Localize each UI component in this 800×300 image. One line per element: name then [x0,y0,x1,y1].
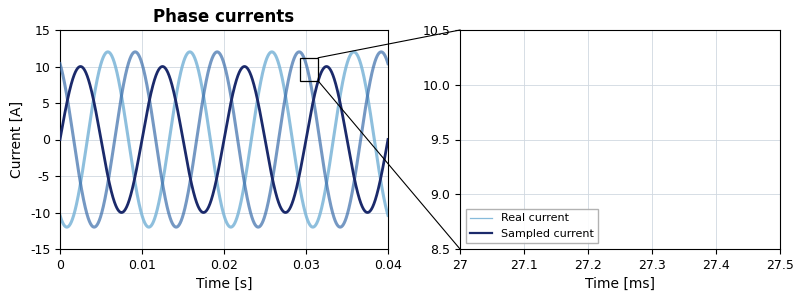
Y-axis label: Current [A]: Current [A] [10,101,24,178]
Title: Phase currents: Phase currents [154,8,294,26]
X-axis label: Time [s]: Time [s] [196,277,252,291]
Bar [300,58,318,81]
Legend: Real current, Sampled current: Real current, Sampled current [466,209,598,243]
X-axis label: Time [ms]: Time [ms] [585,277,655,291]
